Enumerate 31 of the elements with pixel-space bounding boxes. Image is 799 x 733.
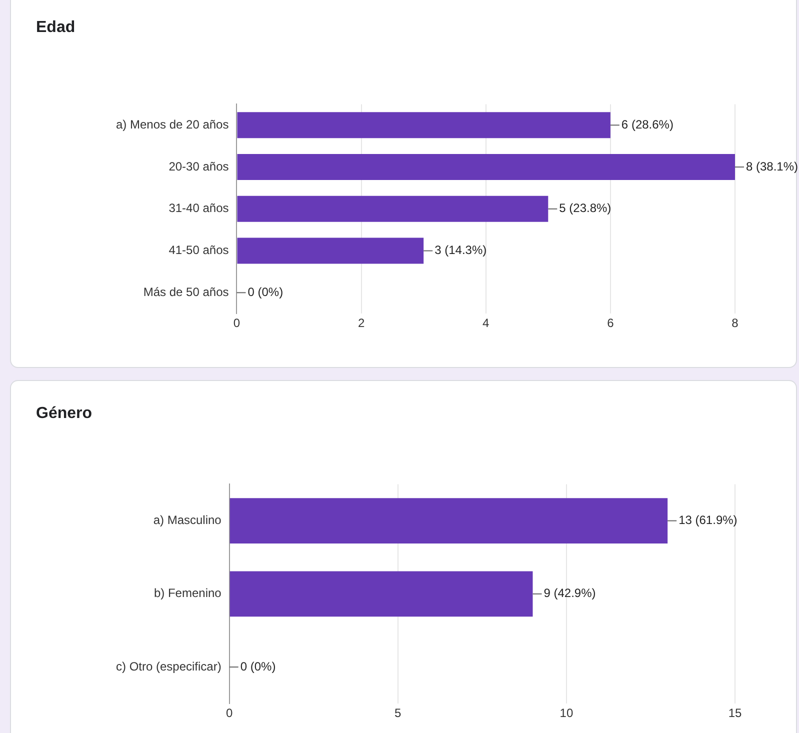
x-tick-label: 2: [358, 316, 365, 330]
data-label: 8 (38.1%): [746, 159, 798, 174]
y-tick-label: Más de 50 años: [143, 284, 229, 299]
y-tick-label: a) Menos de 20 años: [116, 117, 229, 132]
y-tick-label: 20-30 años: [168, 159, 229, 174]
data-label: 0 (0%): [240, 659, 276, 674]
x-tick-label: 6: [607, 316, 614, 330]
bar: [237, 238, 424, 264]
y-tick-label: 41-50 años: [168, 243, 229, 258]
x-tick-label: 0: [233, 316, 240, 330]
data-label: 5 (23.8%): [559, 201, 612, 216]
x-tick-label: 0: [226, 706, 234, 720]
data-label: 3 (14.3%): [434, 243, 487, 258]
data-label: 0 (0%): [248, 284, 284, 299]
x-tick-label: 4: [482, 316, 490, 330]
text: Edad: [36, 19, 76, 37]
y-tick-label: c) Otro (especificar): [116, 659, 222, 674]
data-label: 9 (42.9%): [544, 586, 596, 600]
y-tick-label: b) Femenino: [154, 586, 222, 600]
y-tick-label: a) Masculino: [153, 513, 222, 528]
x-tick-label: 8: [732, 316, 739, 330]
bar: [237, 154, 735, 180]
data-label: 6 (28.6%): [621, 117, 674, 132]
x-tick-label: 10: [560, 706, 574, 720]
data-label: 13 (61.9%): [678, 513, 738, 528]
y-tick-label: 31-40 años: [168, 201, 229, 216]
bar: [237, 196, 548, 222]
text: Género: [36, 405, 92, 423]
x-tick-label: 15: [728, 706, 742, 720]
x-tick-label: 5: [394, 706, 402, 720]
bar: [237, 112, 610, 138]
